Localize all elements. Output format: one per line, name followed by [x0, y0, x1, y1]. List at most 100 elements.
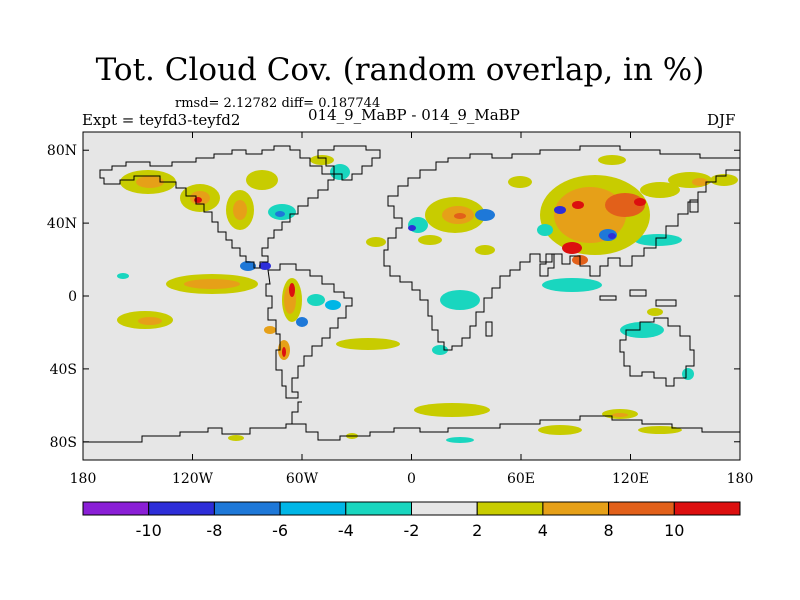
colorbar-label: 10 [664, 521, 684, 540]
anomaly-patch [240, 261, 256, 271]
colorbar-swatch [673, 501, 741, 516]
coastline-antarctic-peninsula [286, 401, 302, 425]
y-tick-label: 40S [50, 362, 77, 378]
coastline-north-america [99, 145, 335, 269]
coastline-antarctica [83, 415, 740, 443]
anomaly-patch [454, 213, 466, 219]
y-tick-label: 40N [47, 216, 77, 232]
anomaly-patch [542, 278, 602, 292]
anomaly-patch [475, 209, 495, 221]
colorbar-label: -8 [206, 521, 222, 540]
x-tick-label: 0 [407, 471, 416, 487]
colorbar-label: 4 [538, 521, 548, 540]
colorbar-swatch [345, 501, 412, 516]
anomaly-patch [117, 273, 129, 279]
anomaly-patch [605, 193, 645, 217]
colorbar-swatch [279, 501, 347, 516]
colorbar-swatch [82, 501, 150, 516]
anomaly-patch [612, 413, 628, 417]
period-label: 014_9_MaBP - 014_9_MaBP [308, 106, 520, 124]
colorbar-label: 8 [604, 521, 614, 540]
anomaly-patch [275, 211, 285, 217]
coastline-greenland [317, 145, 381, 181]
coastline-australia [619, 317, 695, 387]
anomaly-patch [330, 164, 350, 180]
anomaly-patch [259, 262, 271, 270]
coastline-japan [689, 199, 699, 213]
colorbar-label: -2 [404, 521, 420, 540]
experiment-label: Expt = teyfd3-teyfd2 [82, 111, 241, 129]
anomaly-patch [414, 403, 490, 417]
x-tick-label: 180 [70, 471, 97, 487]
anomaly-patch [538, 425, 582, 435]
colorbar-label: -4 [338, 521, 354, 540]
anomaly-patch [246, 170, 278, 190]
anomaly-patch [366, 237, 386, 247]
anomaly-patch [682, 368, 694, 380]
anomaly-patch [620, 322, 664, 338]
x-tick-label: 60E [507, 471, 535, 487]
anomaly-patch [264, 326, 276, 334]
colorbar-swatch [148, 501, 215, 516]
anomaly-patch [194, 197, 202, 203]
anomaly-patch [475, 245, 495, 255]
colorbar-label: 2 [472, 521, 482, 540]
anomaly-patch [446, 437, 474, 443]
y-tick-label: 0 [68, 289, 77, 305]
anomaly-patch [710, 174, 738, 186]
y-tick-label: 80S [50, 435, 77, 451]
coastline-south-america [265, 263, 353, 399]
anomaly-patch [508, 176, 532, 188]
anomaly-patch [634, 198, 646, 206]
anomaly-patch [136, 176, 164, 188]
y-tick-label: 80N [47, 143, 77, 159]
colorbar-swatch [608, 501, 675, 516]
anomaly-patch [598, 155, 626, 165]
anomaly-patch [647, 308, 663, 316]
colorbar-swatch [476, 501, 544, 516]
coastline-madagascar [485, 321, 493, 337]
x-tick-label: 180 [727, 471, 754, 487]
anomaly-patch [418, 235, 442, 245]
stats-line: rmsd= 2.12782 diff= 0.187744 [175, 96, 381, 111]
colorbar-label: -10 [136, 521, 162, 540]
anomaly-patch [138, 317, 162, 325]
anomaly-patch [233, 200, 247, 220]
anomaly-patch [296, 317, 308, 327]
colorbar-label: -6 [272, 521, 288, 540]
axis-ticks: 180 120W 60W 0 60E 120E 180 80N 40N 0 40S 80S [47, 132, 753, 487]
anomaly-layer [117, 155, 738, 443]
anomaly-patch [554, 206, 566, 214]
anomaly-patch [634, 234, 682, 246]
anomaly-patch [572, 201, 584, 209]
anomaly-patch [325, 300, 341, 310]
anomaly-patch [640, 182, 680, 198]
season-label: DJF [707, 111, 736, 129]
anomaly-patch [408, 225, 416, 231]
anomaly-patch [307, 294, 325, 306]
anomaly-patch [562, 242, 582, 254]
anomaly-patch [638, 426, 682, 434]
anomaly-patch [310, 155, 334, 165]
colorbar-swatch [411, 501, 478, 516]
anomaly-patch [440, 290, 480, 310]
anomaly-patch [282, 347, 286, 357]
anomaly-patch [336, 338, 400, 350]
x-tick-label: 60W [286, 471, 319, 487]
anomaly-patch [228, 435, 244, 441]
plot-title: Tot. Cloud Cov. (random overlap, in %) [95, 52, 705, 88]
x-tick-label: 120E [612, 471, 649, 487]
anomaly-patch [289, 283, 295, 297]
colorbar-swatch [542, 501, 610, 516]
anomaly-patch [537, 224, 553, 236]
anomaly-patch [608, 233, 616, 239]
anomaly-patch [692, 178, 708, 186]
coastline-indonesia [599, 289, 677, 307]
colorbar: -10 -8 -6 -4 -2 2 4 8 10 [82, 501, 741, 540]
anomaly-patch [184, 279, 240, 289]
coastline-india [539, 253, 555, 277]
colorbar-swatch [213, 501, 281, 516]
x-tick-label: 120W [172, 471, 214, 487]
coastline-eurasia-africa [383, 145, 740, 351]
